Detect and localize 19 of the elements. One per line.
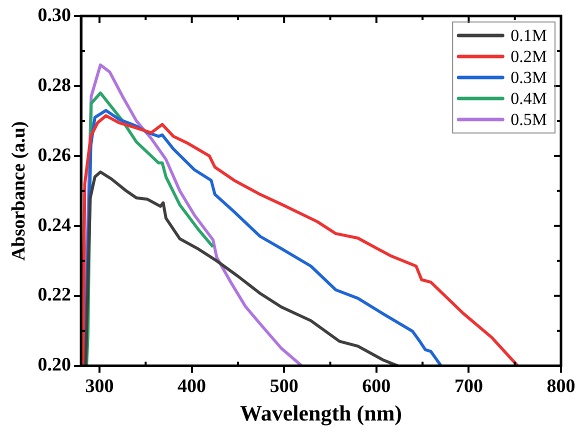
x-tick-label: 800 [546,376,576,398]
x-tick-label: 400 [178,376,206,398]
y-tick-label: 0.24 [38,214,72,236]
x-tick-label: 700 [454,376,483,398]
legend-label: 0.1M [510,26,548,45]
y-tick-label: 0.28 [38,74,72,96]
x-axis-title: Wavelength (nm) [240,400,402,426]
y-tick-label: 0.30 [38,4,72,26]
x-tick-label: 300 [85,376,114,398]
legend-label: 0.3M [510,68,548,87]
y-tick-label: 0.20 [38,354,72,376]
y-tick-label: 0.26 [38,144,72,166]
legend-label: 0.5M [510,110,548,129]
x-tick-label: 500 [270,376,298,398]
y-tick-label: 0.22 [38,284,72,306]
legend-label: 0.4M [510,88,548,108]
x-tick-label: 600 [362,376,391,398]
y-axis-title: Absorbance (a.u) [8,121,30,261]
legend-label: 0.2M [510,46,548,66]
